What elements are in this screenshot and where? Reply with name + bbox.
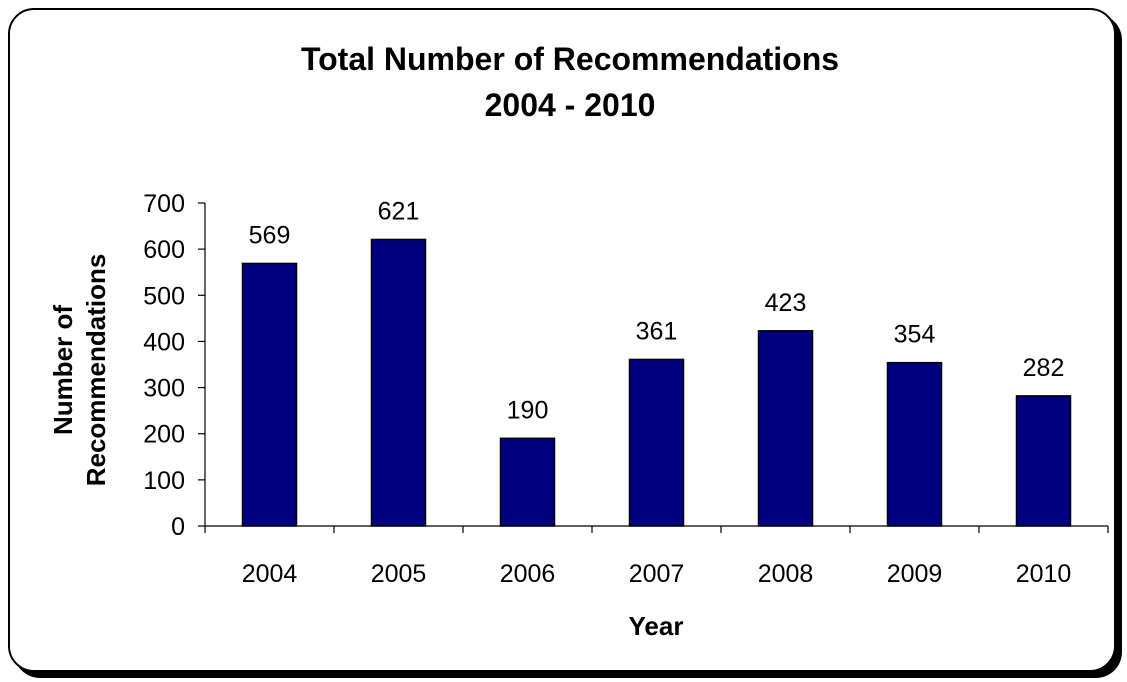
x-tick-label-2005: 2005 xyxy=(371,560,427,588)
y-tick-label: 500 xyxy=(143,282,185,310)
y-tick-label: 200 xyxy=(143,421,185,449)
data-label-2008: 423 xyxy=(765,289,807,317)
data-label-2006: 190 xyxy=(507,396,549,424)
bar-2007 xyxy=(628,358,685,527)
y-axis-title: Number of Recommendations xyxy=(48,254,111,487)
x-tick-label-2006: 2006 xyxy=(500,560,556,588)
data-label-2005: 621 xyxy=(378,197,420,225)
bar-2004 xyxy=(241,262,298,527)
bar-2008 xyxy=(757,330,814,527)
bar-2009 xyxy=(886,361,943,527)
data-label-2007: 361 xyxy=(636,317,678,345)
x-tick-label-2010: 2010 xyxy=(1016,560,1072,588)
y-axis-title-line-2: Recommendations xyxy=(81,254,111,487)
chart-frame xyxy=(8,8,1116,672)
data-label-2009: 354 xyxy=(894,321,936,349)
chart-title: Total Number of Recommendations xyxy=(301,41,839,77)
x-axis-title: Year xyxy=(629,611,684,641)
x-tick-label-2004: 2004 xyxy=(242,560,298,588)
bar-2005 xyxy=(370,238,427,527)
y-tick-label: 600 xyxy=(143,236,185,264)
y-tick-label: 0 xyxy=(171,513,185,541)
bar-2010 xyxy=(1015,395,1072,527)
chart-subtitle: 2004 - 2010 xyxy=(485,87,656,123)
y-tick-label: 300 xyxy=(143,375,185,403)
y-tick-label: 100 xyxy=(143,467,185,495)
y-tick-label: 700 xyxy=(143,190,185,218)
x-tick-label-2007: 2007 xyxy=(629,560,685,588)
plot-area: 0 100 200 300 400 500 600 700 569 2004 621 2005 190 2… xyxy=(143,190,1109,588)
data-label-2010: 282 xyxy=(1023,354,1065,382)
y-axis-title-line-1: Number of xyxy=(48,305,78,435)
y-tick-label: 400 xyxy=(143,328,185,356)
x-tick-label-2009: 2009 xyxy=(887,560,943,588)
x-tick-label-2008: 2008 xyxy=(758,560,814,588)
bar-2006 xyxy=(499,437,556,527)
data-label-2004: 569 xyxy=(249,221,291,249)
